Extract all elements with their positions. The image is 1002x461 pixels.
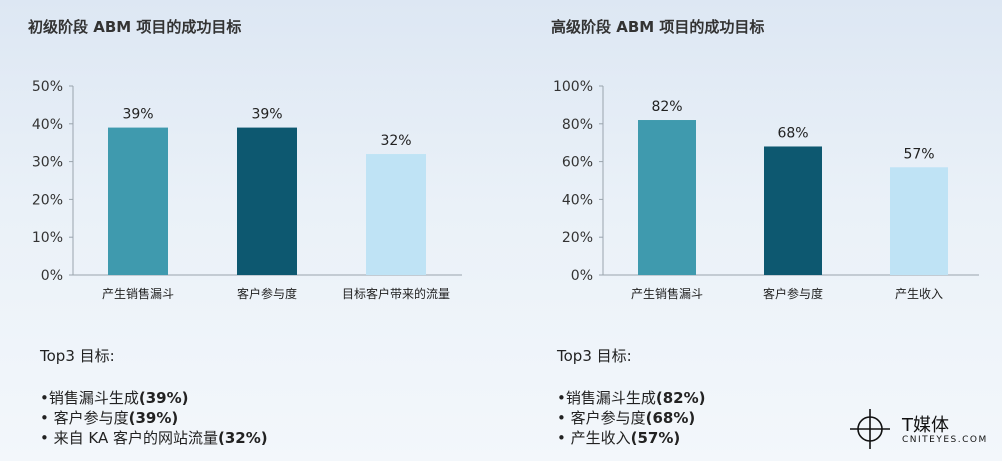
top3-item-value: (68%) [645, 409, 696, 427]
right-chart-panel: 高级阶段 ABM 项目的成功目标 0% 20% 40% 60% 80% 100% 82% 产生… [501, 0, 1002, 461]
data-label: 39% [251, 107, 282, 123]
top3-heading: Top3 目标: [40, 347, 115, 365]
top3-summary: Top3 目标: •销售漏斗生成(39%) • 客户参与度(39%) • 来自 … [40, 345, 268, 448]
data-label: 57% [903, 146, 934, 162]
bar [108, 127, 168, 275]
bar [638, 120, 696, 275]
bar [764, 146, 822, 275]
logo-domain: CNITEYES.COM [902, 435, 988, 445]
top3-heading: Top3 目标: [557, 347, 632, 365]
top3-item: •销售漏斗生成(39%) [40, 388, 268, 408]
y-tick-label: 40% [32, 117, 63, 133]
data-label: 32% [380, 133, 411, 149]
y-tick-label: 60% [562, 155, 593, 171]
top3-item: •销售漏斗生成(82%) [557, 388, 705, 408]
y-tick-label: 40% [562, 192, 593, 208]
data-label: 82% [651, 99, 682, 115]
x-tick-label: 客户参与度 [237, 286, 297, 301]
x-tick-label: 产生销售漏斗 [102, 286, 174, 301]
logo-name: T媒体 [902, 415, 949, 436]
top3-item-value: (39%) [128, 409, 179, 427]
top3-item: • 产生收入(57%) [557, 428, 705, 448]
y-tick-label: 50% [32, 79, 63, 95]
left-chart-panel: 初级阶段 ABM 项目的成功目标 0% 10% 20% 30% 40% 50% 39% 产生销… [28, 18, 462, 448]
top3-item-label: •销售漏斗生成 [557, 389, 656, 407]
top3-summary: Top3 目标: •销售漏斗生成(82%) • 客户参与度(68%) • 产生收… [557, 345, 705, 448]
y-tick-label: 30% [32, 155, 63, 171]
right-bar-chart: 0% 20% 40% 60% 80% 100% 82% 产生销售漏斗 68% 客户参与度 57% 产生… [553, 79, 979, 301]
top3-item-label: • 客户参与度 [40, 409, 129, 427]
left-bar-chart: 0% 10% 20% 30% 40% 50% 39% 产生销售漏斗 39% 客户参与度 32% 目标客… [32, 79, 462, 301]
top3-item-label: •销售漏斗生成 [40, 389, 139, 407]
bar [237, 127, 297, 275]
data-label: 39% [122, 107, 153, 123]
y-tick-label: 20% [32, 192, 63, 208]
y-tick-label: 0% [571, 268, 593, 284]
x-tick-label: 产生收入 [895, 287, 943, 301]
top3-item: • 客户参与度(68%) [557, 408, 705, 428]
data-label: 68% [777, 125, 808, 141]
top3-item-value: (82%) [655, 389, 706, 407]
brand-logo: T媒体 CNITEYES.COM [850, 405, 990, 451]
top3-item: • 来自 KA 客户的网站流量(32%) [40, 428, 268, 448]
x-tick-label: 客户参与度 [763, 286, 823, 301]
top3-item-label: • 客户参与度 [557, 409, 646, 427]
x-tick-label: 目标客户带来的流量 [342, 286, 450, 301]
top3-item-value: (32%) [218, 429, 268, 447]
x-tick-label: 产生销售漏斗 [631, 286, 703, 301]
top3-item: • 客户参与度(39%) [40, 408, 268, 428]
bar [890, 167, 948, 275]
chart-title: 初级阶段 ABM 项目的成功目标 [28, 18, 242, 36]
y-tick-label: 20% [562, 230, 593, 246]
y-tick-label: 10% [32, 230, 63, 246]
y-tick-label: 0% [41, 268, 63, 284]
top3-item-label: • 来自 KA 客户的网站流量 [40, 429, 218, 447]
top3-item-label: • 产生收入 [557, 429, 631, 447]
top3-item-value: (57%) [630, 429, 681, 447]
bar [366, 154, 426, 275]
top3-item-value: (39%) [138, 389, 189, 407]
y-tick-label: 100% [553, 79, 593, 95]
chart-title: 高级阶段 ABM 项目的成功目标 [551, 18, 765, 36]
y-tick-label: 80% [562, 117, 593, 133]
t-media-logo-icon [850, 409, 890, 449]
